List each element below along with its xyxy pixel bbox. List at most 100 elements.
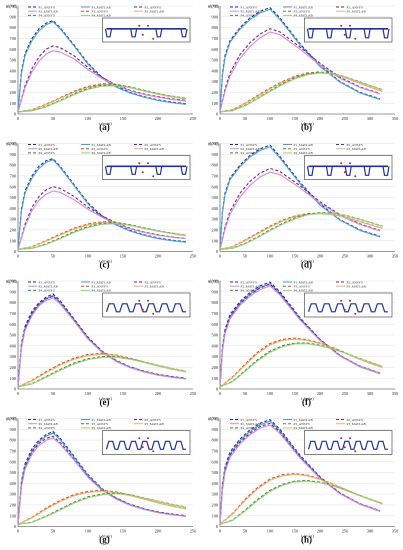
legend-label: P1_MATLAB bbox=[294, 280, 314, 284]
measure-point-marker bbox=[147, 299, 149, 302]
legend-label: P3_ANSYS bbox=[294, 147, 311, 151]
x-tick-label: 150 bbox=[292, 254, 298, 259]
y-tick-label: 400 bbox=[10, 206, 16, 211]
legend-label: P4_ANSYS bbox=[39, 426, 56, 430]
y-tick-label: 200 bbox=[10, 365, 16, 370]
x-tick-label: 250 bbox=[342, 254, 348, 259]
inset-frame bbox=[102, 17, 191, 43]
series-line bbox=[219, 480, 383, 525]
x-tick-label: 250 bbox=[190, 116, 196, 121]
chart-panel: 0 100 200 300 400 500 600 700 800 900 1000 0 50 100 15… bbox=[208, 416, 398, 544]
y-tick-label: 300 bbox=[212, 79, 218, 84]
y-tick-label: 200 bbox=[212, 503, 218, 508]
y-tick-label: 900 bbox=[212, 152, 218, 157]
x-tick-label: 250 bbox=[342, 391, 348, 396]
y-tick-label: 400 bbox=[10, 343, 16, 348]
y-tick-label: 500 bbox=[212, 333, 218, 338]
y-tick-label: 700 bbox=[212, 311, 218, 316]
series-line bbox=[219, 343, 383, 388]
y-tick-label: 200 bbox=[212, 365, 218, 370]
x-tick-label: 200 bbox=[317, 254, 323, 259]
x-tick-label: 350 bbox=[392, 116, 398, 121]
x-tick-label: 50 bbox=[243, 529, 247, 534]
legend-label: P4_MATLAB bbox=[92, 151, 112, 155]
legend-label: P2_MATLAB bbox=[39, 147, 59, 151]
deck-rib bbox=[325, 166, 333, 176]
legend-label: P4_ANSYS bbox=[39, 289, 56, 293]
x-tick-label: 300 bbox=[367, 254, 373, 259]
measure-point-marker bbox=[343, 33, 346, 36]
legend-label: P2_ANSYS bbox=[145, 143, 162, 147]
x-tick-label: 150 bbox=[292, 391, 298, 396]
x-tick-label: 300 bbox=[367, 391, 373, 396]
measure-point-marker bbox=[343, 308, 346, 311]
y-tick-label: 1000 bbox=[209, 4, 218, 9]
measure-point-marker bbox=[147, 162, 149, 165]
legend-label: P3_ANSYS bbox=[92, 10, 109, 14]
series-line bbox=[17, 352, 187, 388]
x-tick-label: 150 bbox=[120, 254, 126, 259]
y-tick-label: 400 bbox=[212, 481, 218, 486]
y-tick-label: 200 bbox=[10, 90, 16, 95]
measure-point-marker bbox=[340, 299, 343, 302]
x-axis-label: t (min) bbox=[301, 396, 314, 401]
series-line bbox=[17, 353, 187, 388]
x-tick-label: 200 bbox=[155, 529, 161, 534]
legend-label: P2_MATLAB bbox=[39, 422, 59, 426]
y-tick-label: 200 bbox=[212, 228, 218, 233]
y-tick-label: 900 bbox=[212, 289, 218, 294]
y-tick-label: 300 bbox=[212, 492, 218, 497]
legend-label: P3_ANSYS bbox=[294, 285, 311, 289]
x-axis-label: t (min) bbox=[99, 396, 112, 401]
x-tick-label: 50 bbox=[243, 116, 247, 121]
deck-profile bbox=[307, 303, 388, 313]
y-tick-label: 500 bbox=[10, 195, 16, 200]
deck-rib bbox=[155, 166, 163, 175]
y-tick-label: 0 bbox=[216, 524, 218, 529]
x-tick-label: 150 bbox=[120, 391, 126, 396]
y-tick-label: 400 bbox=[212, 343, 218, 348]
legend-label: P4_ANSYS bbox=[39, 14, 56, 18]
x-tick-label: 100 bbox=[85, 254, 91, 259]
series-line bbox=[17, 190, 187, 250]
x-tick-label: 150 bbox=[120, 529, 126, 534]
x-tick-label: 0 bbox=[219, 116, 221, 121]
x-tick-label: 300 bbox=[367, 116, 373, 121]
deck-rib bbox=[344, 166, 352, 176]
legend-label: P4_ANSYS bbox=[241, 289, 258, 293]
series-line bbox=[219, 28, 381, 112]
series-line bbox=[219, 71, 383, 113]
y-tick-label: 300 bbox=[212, 217, 218, 222]
panel-caption: (c) bbox=[100, 260, 110, 270]
legend-label: P3_ANSYS bbox=[294, 10, 311, 14]
measure-point-marker bbox=[343, 171, 346, 174]
legend-label: P4_ANSYS bbox=[39, 151, 56, 155]
series-line bbox=[17, 437, 187, 525]
legend-label: P2_ANSYS bbox=[347, 143, 364, 147]
y-tick-label: 0 bbox=[216, 112, 218, 117]
y-tick-label: 800 bbox=[10, 163, 16, 168]
measure-point-marker bbox=[138, 24, 141, 27]
panel-caption: (b) bbox=[301, 122, 312, 132]
measure-point-marker bbox=[349, 24, 351, 27]
y-tick-label: 1000 bbox=[209, 416, 218, 421]
legend-label: P1_MATLAB bbox=[92, 280, 112, 284]
x-tick-label: 250 bbox=[190, 391, 196, 396]
legend-label: P3_MATLAB bbox=[347, 285, 367, 289]
legend-label: P3_ANSYS bbox=[92, 285, 109, 289]
y-tick-label: 500 bbox=[10, 333, 16, 338]
series-line bbox=[219, 31, 381, 112]
y-tick-label: 100 bbox=[212, 376, 218, 381]
legend-label: P3_MATLAB bbox=[145, 147, 165, 151]
series-line bbox=[17, 490, 187, 525]
y-tick-label: 700 bbox=[212, 174, 218, 179]
x-tick-label: 0 bbox=[219, 529, 221, 534]
legend-label: P2_ANSYS bbox=[347, 418, 364, 422]
y-tick-label: 0 bbox=[14, 249, 16, 254]
x-axis-label: t (min) bbox=[301, 534, 314, 539]
x-tick-label: 100 bbox=[85, 529, 91, 534]
panel-caption: (e) bbox=[100, 397, 110, 407]
legend-label: P1_MATLAB bbox=[294, 5, 314, 9]
x-tick-label: 200 bbox=[155, 391, 161, 396]
chart-panel: 0 100 200 300 400 500 600 700 800 900 1000 0 50 100 15… bbox=[6, 279, 196, 407]
